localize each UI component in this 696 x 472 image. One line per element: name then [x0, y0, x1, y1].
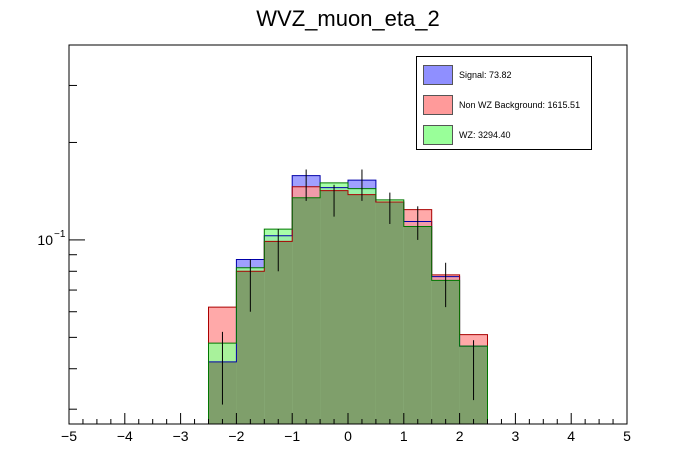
y-tick-exponent: −1 — [54, 229, 66, 240]
x-tick-label: −4 — [117, 428, 133, 444]
legend-label-wz: WZ: 3294.40 — [459, 130, 511, 140]
bar-overlap-2 — [264, 241, 293, 424]
legend-item-wz: WZ: 3294.40 — [423, 123, 511, 147]
x-tick-label: 0 — [344, 428, 352, 444]
bar-overlap-4 — [320, 190, 348, 424]
x-tick-label: −2 — [228, 428, 244, 444]
x-tick-label: −1 — [284, 428, 300, 444]
x-tick-label: 3 — [512, 428, 520, 444]
legend-swatch-non-wz-background — [423, 95, 453, 115]
bar-overlap-5 — [348, 194, 376, 424]
legend-swatch-signal — [423, 65, 453, 85]
bar-overlap-3 — [292, 197, 321, 424]
legend-item-signal: Signal: 73.82 — [423, 63, 512, 87]
x-tick-label: −5 — [61, 428, 77, 444]
x-tick-label: 1 — [400, 428, 408, 444]
legend-label-signal: Signal: 73.82 — [459, 70, 512, 80]
chart-title: WVZ_muon_eta_2 — [256, 6, 440, 31]
bar-overlap-7 — [403, 226, 432, 424]
x-tick-label: 4 — [567, 428, 575, 444]
y-tick-label: 10 — [37, 232, 53, 248]
legend-item-non-wz-background: Non WZ Background: 1615.51 — [423, 93, 580, 117]
x-tick-label: 2 — [456, 428, 464, 444]
legend: Signal: 73.82 Non WZ Background: 1615.51… — [416, 56, 592, 150]
legend-swatch-wz — [423, 125, 453, 145]
legend-label-non-wz-background: Non WZ Background: 1615.51 — [459, 100, 581, 110]
x-tick-label: −3 — [173, 428, 189, 444]
bar-overlap-6 — [375, 201, 404, 424]
x-tick-label: 5 — [623, 428, 631, 444]
